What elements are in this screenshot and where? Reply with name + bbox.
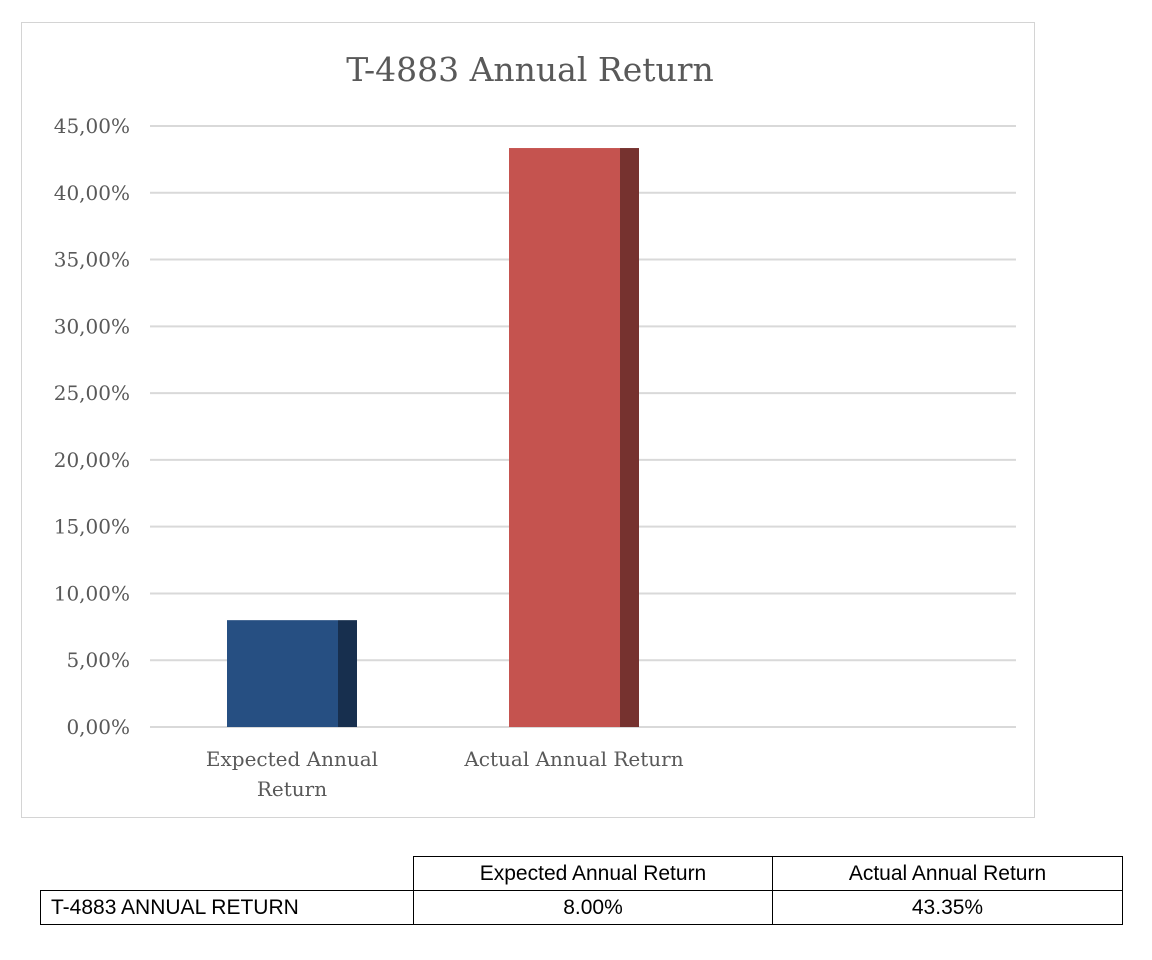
y-tick-label: 5,00% <box>66 648 130 672</box>
category-label: Expected Annual <box>206 747 378 771</box>
bar <box>227 620 357 727</box>
table-header-row: Expected Annual Return Actual Annual Ret… <box>40 856 1123 891</box>
bar-front <box>227 620 338 727</box>
category-label: Actual Annual Return <box>463 747 683 771</box>
table-cell-expected: 8.00% <box>413 890 773 925</box>
chart-frame: T-4883 Annual Return 0,00% 5,00% 10,00% 15,… <box>21 22 1035 818</box>
y-tick-label: 30,00% <box>54 314 130 338</box>
bar-chart: T-4883 Annual Return 0,00% 5,00% 10,00% 15,… <box>54 50 1016 801</box>
table-header-blank <box>40 856 414 891</box>
data-table: Expected Annual Return Actual Annual Ret… <box>40 856 1123 925</box>
x-axis-category-labels: Expected Annual Return Actual Annual Retur… <box>206 747 684 801</box>
bar <box>509 148 639 727</box>
bar-side <box>338 620 357 727</box>
category-label: Return <box>257 777 327 801</box>
y-tick-label: 0,00% <box>66 715 130 739</box>
y-axis-tick-labels: 0,00% 5,00% 10,00% 15,00% 20,00% 25,00% 30,00%… <box>54 114 130 739</box>
chart-title: T-4883 Annual Return <box>346 50 714 89</box>
bars <box>227 148 639 727</box>
y-tick-label: 35,00% <box>54 248 130 272</box>
y-tick-label: 25,00% <box>54 381 130 405</box>
bar-front <box>509 148 620 727</box>
table-row: T-4883 ANNUAL RETURN 8.00% 43.35% <box>40 890 1123 925</box>
table-row-label: T-4883 ANNUAL RETURN <box>40 890 414 925</box>
y-tick-label: 40,00% <box>54 181 130 205</box>
bar-side <box>620 148 639 727</box>
y-tick-label: 45,00% <box>54 114 130 138</box>
table-header-expected: Expected Annual Return <box>413 856 773 891</box>
y-tick-label: 20,00% <box>54 448 130 472</box>
table-cell-actual: 43.35% <box>772 890 1123 925</box>
y-tick-label: 10,00% <box>54 581 130 605</box>
y-tick-label: 15,00% <box>54 515 130 539</box>
table-header-actual: Actual Annual Return <box>772 856 1123 891</box>
